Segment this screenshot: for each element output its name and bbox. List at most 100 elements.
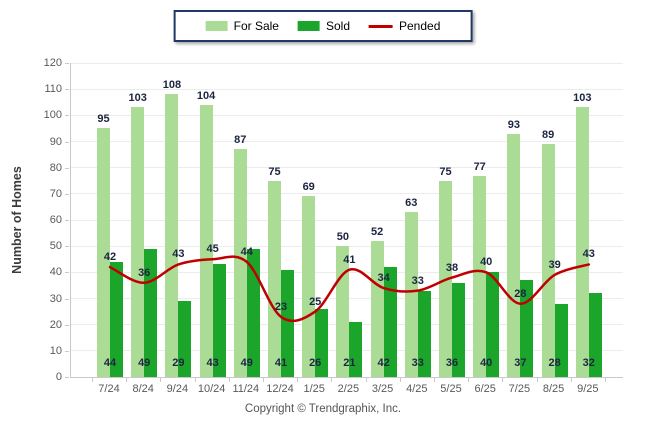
bar-label-for-sale: 52 [370,225,384,238]
bar-label-sold: 41 [274,357,288,369]
bar-sold [178,301,192,377]
x-axis-tick [228,378,230,382]
gridline [71,219,623,221]
bar-for-sale [404,212,418,377]
y-axis-tick [65,377,69,378]
x-tick-label: 3/25 [371,383,394,395]
bar-for-sale [165,94,179,377]
x-tick-label: 7/25 [508,383,531,395]
y-axis-tick [65,272,69,274]
bar-label-sold: 26 [309,357,322,369]
line-label-pended: 23 [274,300,288,313]
plot-area: 95 44 103 49 108 29 104 43 87 49 75 41 69 26 50 21 52 42 6… [70,62,623,378]
y-tick-label: 30 [49,292,62,305]
line-label-pended: 44 [240,245,253,258]
bar-sold [281,269,294,377]
legend-label-for-sale: For Sale [233,19,279,33]
bar-label-sold: 44 [103,357,117,369]
bar-for-sale [575,107,589,377]
x-axis-tick [194,378,196,382]
x-tick-label: 7/24 [98,383,120,395]
bar-label-for-sale: 103 [573,92,592,105]
line-label-pended: 34 [377,272,390,285]
y-axis-tick [65,63,69,64]
bar-for-sale [233,149,247,377]
bar-label-for-sale: 104 [196,89,216,102]
bar-sold [315,308,329,377]
bar-sold [212,264,226,377]
legend-label-pended: Pended [399,19,441,33]
bar-sold [246,248,260,377]
legend-label-sold: Sold [325,19,351,33]
x-tick-label: 6/25 [474,383,496,395]
bar-label-sold: 49 [138,357,151,369]
x-tick-label: 2/25 [337,383,360,395]
x-tick-label: 10/24 [197,383,226,395]
bar-label-for-sale: 108 [162,79,182,92]
y-axis-tick [65,89,69,91]
bar-label-for-sale: 87 [234,134,247,147]
y-axis-tick [65,350,69,352]
gridline [71,114,623,116]
bar-label-sold: 37 [514,357,527,369]
line-label-pended: 33 [411,274,424,287]
bar-label-for-sale: 103 [128,92,147,105]
x-tick-label: 1/25 [303,383,325,395]
bar-label-for-sale: 50 [336,231,350,244]
bar-label-sold: 33 [411,357,424,369]
y-axis-tick [65,324,69,326]
x-tick-label: 9/24 [166,383,189,395]
gridline [71,245,623,247]
bar-label-sold: 40 [480,357,493,369]
y-axis-tick [65,298,69,300]
bar-sold [349,322,363,377]
bar-label-for-sale: 75 [268,165,281,178]
bar-label-for-sale: 77 [473,160,486,173]
y-axis-tick [65,246,69,248]
bar-for-sale [268,180,281,377]
y-axis-tick [65,115,69,117]
line-label-pended: 25 [309,295,322,308]
bar-label-for-sale: 63 [405,197,418,210]
x-axis-tick [399,378,401,382]
x-tick-label: 9/25 [577,383,599,395]
bar-label-sold: 28 [548,357,561,369]
bar-label-for-sale: 93 [507,118,521,131]
bar-sold [452,282,465,377]
x-axis-tick [570,378,572,382]
bar-for-sale [302,196,316,377]
bar-for-sale [541,144,555,377]
y-tick-label: 120 [43,57,62,69]
bar-label-sold: 49 [240,357,253,369]
y-axis-tick [65,193,69,195]
gridline [71,141,623,142]
bar-label-for-sale: 89 [541,129,555,142]
y-tick-label: 50 [49,240,62,253]
bar-label-for-sale: 75 [439,165,452,178]
x-axis-tick [365,378,367,382]
x-axis-tick [160,378,162,382]
line-label-pended: 41 [343,253,356,266]
chart-legend: For Sale Sold Pended [173,10,473,42]
x-tick-label: 8/25 [542,383,565,395]
bar-label-sold: 29 [172,357,185,369]
legend-item-for-sale: For Sale [205,19,279,33]
x-tick-label: 11/24 [232,383,260,395]
x-axis-tick [502,378,504,382]
bar-label-sold: 32 [582,357,595,369]
bar-for-sale [507,133,521,377]
bar-for-sale [473,175,487,377]
y-tick-label: 90 [49,135,62,148]
y-tick-label: 10 [49,344,62,357]
line-label-pended: 28 [514,287,527,300]
legend-swatch-for-sale-icon [205,21,228,31]
y-tick-label: 80 [49,161,62,174]
bar-for-sale [131,107,145,377]
line-label-pended: 42 [103,251,117,264]
y-tick-label: 20 [49,318,62,331]
bar-label-for-sale: 95 [97,113,110,126]
bar-sold [383,267,397,377]
line-label-pended: 43 [582,248,595,261]
legend-swatch-sold-icon [297,21,320,31]
